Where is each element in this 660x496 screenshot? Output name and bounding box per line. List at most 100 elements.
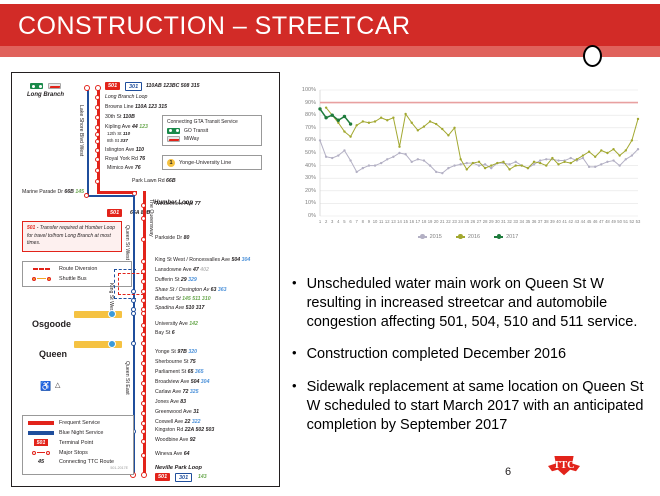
humber-loop-routes: 66A 80B — [130, 210, 151, 216]
legend-item-terminal-point: 501 Terminal Point — [28, 439, 128, 446]
route-list-top: 110AB 123BC 508 315 — [146, 83, 200, 89]
route-diversion-dashed-red — [118, 273, 144, 295]
subway-station-dot-osgoode — [108, 310, 116, 318]
chart-x-tick: 17 — [415, 219, 421, 224]
map-stop-label: Browns Line 110A 123 315 — [105, 104, 168, 110]
legend-label: Major Stops — [59, 449, 88, 456]
map-stop-label: Carlaw Ave 72 325 — [155, 389, 199, 395]
accessibility-icon: ♿ — [40, 381, 52, 391]
connecting-label: MiWay — [184, 136, 200, 142]
svg-text:TTC: TTC — [553, 460, 574, 471]
map-stop-label: Lansdowne Ave 47 402 — [155, 267, 209, 273]
chart-x-tick: 49 — [611, 219, 616, 224]
map-stop — [141, 298, 146, 303]
chart-y-tick: 20% — [304, 187, 316, 194]
page-number: 6 — [505, 466, 512, 478]
chart-x-tick: 18 — [421, 219, 427, 224]
chart-x-tick: 22 — [446, 219, 451, 224]
map-stop — [141, 371, 146, 376]
map-stop — [84, 85, 90, 91]
miway-chip-icon — [167, 136, 180, 142]
map-stop — [141, 332, 146, 337]
map-stop-label: Kingston Rd 22A 502 503 — [155, 427, 215, 433]
map-stop — [84, 193, 89, 198]
map-stop — [95, 85, 101, 91]
map-stop-label: Kipling Ave 44 123 — [105, 124, 148, 130]
chart-x-tick: 16 — [409, 219, 415, 224]
map-stop — [95, 148, 100, 153]
chart-x-tick: 4 — [337, 219, 340, 224]
map-stop — [95, 139, 100, 144]
yonge-university-line-box: 1 Yonge-University Line — [162, 155, 262, 170]
chart-x-tick: 2 — [324, 219, 328, 224]
chart-x-tick: 44 — [580, 219, 586, 224]
red-rail-bend-1 — [97, 191, 137, 194]
map-stop — [141, 401, 146, 406]
go-transit-chip-top — [30, 83, 43, 89]
connecting-gta-box: Connecting GTA Transit Service GO Transi… — [162, 115, 262, 146]
bullet-item: • Sidewalk replacement at same location … — [292, 378, 644, 435]
map-stop — [131, 341, 136, 346]
map-stop-label: Broadview Ave 504 304 — [155, 379, 210, 385]
legend-item-major-stops: Major Stops — [28, 450, 128, 456]
route-chip-501-humber: 501 — [107, 209, 123, 217]
bullet-marker: • — [292, 275, 297, 290]
chart-y-tick: 40% — [304, 162, 316, 169]
route-chip-501-neville: 501 — [155, 473, 171, 481]
line-1-icon: 1 — [167, 158, 175, 167]
map-stop — [95, 132, 100, 137]
chart-x-tick: 9 — [367, 219, 371, 224]
note-prefix: 501 — [27, 225, 36, 231]
chart-x-tick: 27 — [476, 219, 482, 224]
map-stop — [141, 381, 146, 386]
connecting-item-miway: MiWay — [167, 136, 257, 142]
map-stop — [141, 311, 146, 316]
chart-x-tick: 45 — [586, 219, 592, 224]
legend-item-blue-night-service: Blue Night Service — [28, 430, 128, 436]
legend-label: Shuttle Bus — [59, 275, 87, 282]
map-legend-diversion: Route Diversion Shuttle Bus — [22, 261, 132, 287]
chart-y-tick: 90% — [304, 99, 316, 106]
chart-legend-marker — [455, 234, 465, 239]
chart-x-tick: 31 — [501, 219, 506, 224]
legend-item-frequent-service: Frequent Service — [28, 420, 128, 426]
map-stop-label: Wineva Ave 64 — [155, 451, 190, 457]
blue-rail-queen-east — [133, 358, 136, 476]
map-stop — [131, 311, 136, 316]
connecting-route-number-icon: 45 — [37, 459, 45, 465]
map-stop — [95, 105, 100, 110]
slide-title-bar: CONSTRUCTION – STREETCAR — [0, 4, 660, 46]
chart-x-tick: 7 — [355, 219, 358, 224]
chart-x-tick: 28 — [482, 219, 488, 224]
map-stop — [95, 157, 100, 162]
title-underbar-white — [0, 57, 660, 59]
street-label-lake-shore: Lake Shore Blvd West — [78, 105, 84, 157]
chart-x-tick: 1 — [318, 219, 322, 224]
map-stop-label: 8th St 337 — [107, 138, 128, 143]
blue-line-swatch-icon — [28, 430, 54, 435]
bullet-item: • Unscheduled water main work on Queen S… — [292, 275, 644, 332]
map-stop — [141, 453, 146, 458]
bullet-item: • Construction completed December 2016 — [292, 345, 644, 364]
map-stop — [95, 95, 100, 100]
legend-label: Route Diversion — [59, 266, 98, 272]
chart-x-tick: 24 — [458, 219, 463, 224]
route-chip-301-top: 301 — [125, 82, 143, 91]
legend-item-connecting-ttc-route: 45 Connecting TTC Route — [28, 459, 128, 465]
chart-x-tick: 40 — [556, 219, 561, 224]
chart-y-tick: 30% — [304, 175, 316, 182]
map-stop-label: Royal York Rd 76 — [105, 156, 146, 162]
map-stop — [141, 279, 146, 284]
bullet-marker: • — [292, 377, 297, 393]
map-stop — [141, 203, 146, 208]
connecting-gta-title: Connecting GTA Transit Service — [167, 119, 238, 125]
chart-x-tick: 15 — [403, 219, 408, 224]
bullet-marker: • — [292, 345, 297, 361]
legend-label: Connecting TTC Route — [59, 459, 115, 465]
map-stop — [141, 439, 146, 444]
map-stop — [141, 421, 146, 426]
chart-x-tick: 42 — [568, 219, 574, 224]
bullet-text: Sidewalk replacement at same location on… — [306, 378, 644, 433]
bullet-text: Construction completed December 2016 — [306, 346, 567, 363]
neville-park-loop-label: Neville Park Loop — [155, 465, 202, 471]
